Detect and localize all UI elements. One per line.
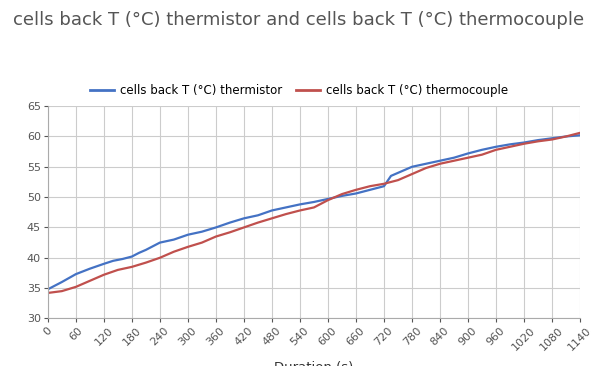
cells back T (°C) thermistor xyxy=(184,232,191,237)
cells back T (°C) thermocouple xyxy=(58,289,65,293)
cells back T (°C) thermocouple xyxy=(548,137,556,142)
cells back T (°C) thermocouple xyxy=(478,153,486,157)
cells back T (°C) thermistor xyxy=(478,147,486,152)
cells back T (°C) thermistor xyxy=(129,254,136,259)
cells back T (°C) thermistor xyxy=(100,262,108,266)
cells back T (°C) thermocouple xyxy=(324,198,331,202)
cells back T (°C) thermistor xyxy=(58,280,65,284)
cells back T (°C) thermistor xyxy=(563,134,570,139)
cells back T (°C) thermocouple xyxy=(72,285,80,289)
cells back T (°C) thermocouple xyxy=(212,234,219,239)
cells back T (°C) thermocouple xyxy=(310,205,318,210)
cells back T (°C) thermistor xyxy=(297,202,304,206)
X-axis label: Duration (s): Duration (s) xyxy=(274,361,353,366)
cells back T (°C) thermocouple xyxy=(422,166,429,170)
cells back T (°C) thermocouple xyxy=(86,279,93,283)
cells back T (°C) thermistor xyxy=(380,184,388,188)
cells back T (°C) thermistor xyxy=(422,161,429,166)
Text: cells back T (°C) thermistor and cells back T (°C) thermocouple: cells back T (°C) thermistor and cells b… xyxy=(13,11,585,29)
cells back T (°C) thermocouple xyxy=(170,250,178,254)
cells back T (°C) thermocouple xyxy=(100,273,108,277)
cells back T (°C) thermistor xyxy=(520,140,527,145)
cells back T (°C) thermocouple xyxy=(156,255,163,260)
cells back T (°C) thermocouple xyxy=(450,158,457,163)
cells back T (°C) thermistor xyxy=(254,213,261,217)
cells back T (°C) thermistor xyxy=(395,171,402,175)
cells back T (°C) thermocouple xyxy=(240,225,248,229)
cells back T (°C) thermocouple xyxy=(338,192,346,196)
cells back T (°C) thermistor xyxy=(170,238,178,242)
cells back T (°C) thermistor xyxy=(199,229,206,234)
cells back T (°C) thermistor xyxy=(507,142,514,146)
cells back T (°C) thermocouple xyxy=(492,147,499,152)
Line: cells back T (°C) thermocouple: cells back T (°C) thermocouple xyxy=(48,133,580,293)
cells back T (°C) thermistor xyxy=(86,266,93,271)
cells back T (°C) thermistor xyxy=(367,188,374,192)
cells back T (°C) thermocouple xyxy=(254,220,261,225)
cells back T (°C) thermistor xyxy=(119,257,126,261)
cells back T (°C) thermocouple xyxy=(367,184,374,188)
cells back T (°C) thermistor xyxy=(408,165,416,169)
Legend: cells back T (°C) thermistor, cells back T (°C) thermocouple: cells back T (°C) thermistor, cells back… xyxy=(86,79,512,101)
cells back T (°C) thermistor xyxy=(548,136,556,141)
cells back T (°C) thermocouple xyxy=(520,142,527,146)
cells back T (°C) thermistor xyxy=(142,248,150,252)
cells back T (°C) thermocouple xyxy=(297,208,304,213)
cells back T (°C) thermistor xyxy=(109,259,117,263)
cells back T (°C) thermocouple xyxy=(563,134,570,139)
cells back T (°C) thermistor xyxy=(212,225,219,229)
cells back T (°C) thermistor xyxy=(156,240,163,245)
cells back T (°C) thermocouple xyxy=(408,172,416,176)
cells back T (°C) thermistor xyxy=(226,220,233,225)
cells back T (°C) thermocouple xyxy=(269,216,276,221)
cells back T (°C) thermocouple xyxy=(142,261,150,265)
cells back T (°C) thermocouple xyxy=(226,230,233,235)
cells back T (°C) thermistor xyxy=(437,158,444,163)
cells back T (°C) thermistor xyxy=(576,133,584,138)
cells back T (°C) thermistor xyxy=(450,156,457,160)
cells back T (°C) thermistor xyxy=(282,205,289,210)
cells back T (°C) thermocouple xyxy=(380,182,388,186)
cells back T (°C) thermocouple xyxy=(199,240,206,245)
cells back T (°C) thermistor xyxy=(352,191,359,196)
cells back T (°C) thermistor xyxy=(492,145,499,149)
cells back T (°C) thermocouple xyxy=(507,145,514,149)
cells back T (°C) thermocouple xyxy=(129,265,136,269)
cells back T (°C) thermocouple xyxy=(352,188,359,192)
cells back T (°C) thermistor xyxy=(535,138,542,142)
cells back T (°C) thermistor xyxy=(310,200,318,204)
cells back T (°C) thermistor xyxy=(135,251,142,255)
cells back T (°C) thermocouple xyxy=(114,268,121,272)
cells back T (°C) thermistor xyxy=(72,272,80,276)
cells back T (°C) thermistor xyxy=(44,287,51,291)
cells back T (°C) thermistor xyxy=(388,174,395,178)
cells back T (°C) thermistor xyxy=(240,216,248,221)
cells back T (°C) thermocouple xyxy=(184,244,191,249)
cells back T (°C) thermocouple xyxy=(437,161,444,166)
cells back T (°C) thermistor xyxy=(338,194,346,198)
cells back T (°C) thermocouple xyxy=(282,212,289,216)
cells back T (°C) thermistor xyxy=(465,151,472,156)
cells back T (°C) thermocouple xyxy=(465,156,472,160)
cells back T (°C) thermistor xyxy=(324,197,331,201)
cells back T (°C) thermocouple xyxy=(576,131,584,135)
cells back T (°C) thermocouple xyxy=(395,178,402,182)
cells back T (°C) thermocouple xyxy=(44,291,51,295)
Line: cells back T (°C) thermistor: cells back T (°C) thermistor xyxy=(48,135,580,289)
cells back T (°C) thermocouple xyxy=(535,139,542,143)
cells back T (°C) thermistor xyxy=(269,208,276,213)
